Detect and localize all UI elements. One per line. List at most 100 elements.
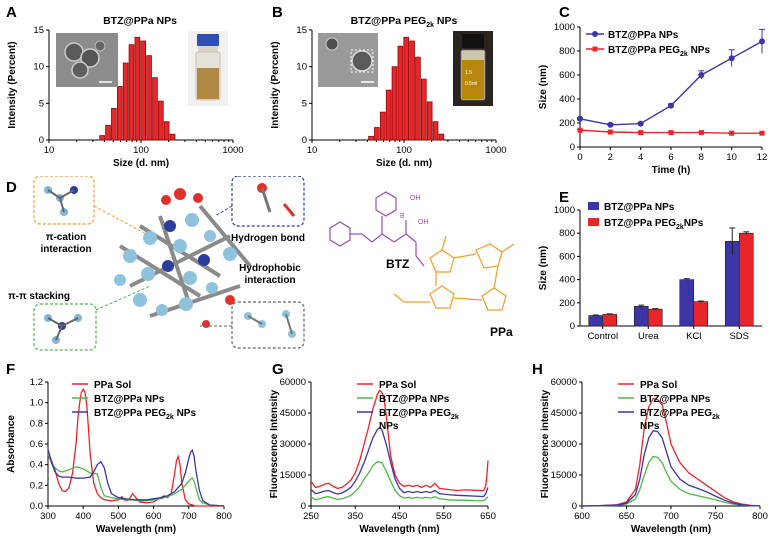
panel-c-x-tick-label: 12 <box>757 152 768 163</box>
data-point <box>607 121 614 128</box>
panel-label-g: G <box>272 361 284 378</box>
panel-h-x-tick-label: 800 <box>752 511 768 522</box>
panel-f-y-tick-label: 0.2 <box>30 480 43 491</box>
bar-control <box>602 314 618 327</box>
panel-b-y-tick-label: 0 <box>302 135 307 146</box>
histogram-bar <box>128 44 135 141</box>
histogram-bar <box>146 55 152 141</box>
vial-mark-2: 0.5ml <box>465 81 477 87</box>
panel-f: F 0.0 0.2 0.4 0.6 0.8 1.0 1.2 300 400 500 600 700 80… <box>6 361 232 535</box>
panel-h-y-tick-label: 45000 <box>551 408 577 419</box>
panel-b-title: BTZ@PPa PEG2k NPs <box>351 15 458 29</box>
panel-g-y-label: Fluorescence Intensity <box>269 389 280 498</box>
panel-label-e: E <box>559 189 569 206</box>
spectrum-line-2 <box>310 460 489 502</box>
legend-c-1: BTZ@PPa NPs <box>608 30 679 41</box>
panel-g-x-tick-label: 450 <box>392 511 408 522</box>
panel-g: G 0 15000 30000 45000 60000 250 350 450 550 650 Wa… <box>269 361 496 535</box>
histogram-bar <box>134 36 141 141</box>
histogram-bar <box>397 45 404 141</box>
histogram-bar <box>116 86 123 141</box>
panel-g-y-tick-label: 0 <box>301 501 306 512</box>
panel-h-x-tick-label: 700 <box>663 511 679 522</box>
panel-f-x-tick-label: 300 <box>40 511 56 522</box>
panel-g-x-tick-label: 550 <box>436 511 452 522</box>
panel-f-y-label: Absorbance <box>6 415 17 473</box>
panel-a-y-tick-label: 15 <box>33 25 44 36</box>
btz-oh-2: OH <box>418 219 429 226</box>
panel-f-legend: PPa Sol BTZ@PPa NPs BTZ@PPa PEG2k NPs <box>72 380 196 421</box>
panel-b-y-tick-label: 15 <box>296 25 307 36</box>
histogram-bar <box>438 133 445 141</box>
panel-g-y-tick-label: 45000 <box>280 408 306 419</box>
panel-a-x-tick-label: 10 <box>44 145 55 156</box>
data-point <box>577 115 583 122</box>
legend-g-2: BTZ@PPa NPs <box>379 394 450 405</box>
bar-control <box>588 315 604 327</box>
data-point <box>577 127 583 133</box>
pi-pi-box <box>33 285 151 351</box>
btz-structure <box>329 191 425 267</box>
bar-kcl <box>693 301 709 327</box>
histogram-bar <box>163 121 170 141</box>
hbond-box <box>214 176 305 227</box>
panel-c-x-tick-label: 8 <box>699 152 704 163</box>
panel-c-y-tick-label: 800 <box>559 46 575 57</box>
histogram-bar <box>152 77 158 141</box>
panel-e-legend: BTZ@PPa NPs BTZ@PPa PEG2kNPs <box>588 202 704 231</box>
panel-f-x-tick-label: 800 <box>216 511 232 522</box>
panel-e-plot <box>588 227 754 327</box>
panel-f-x-tick-label: 400 <box>75 511 91 522</box>
panel-h-y-tick-label: 60000 <box>551 377 577 388</box>
panel-h-y-label: Fluorescence intensity <box>540 389 551 498</box>
spectrum-line-2 <box>581 455 761 507</box>
panel-e-y-label: Size (nm) <box>538 246 549 290</box>
panel-d: D π-cation interaction π-π stacking Hydro… <box>6 176 515 351</box>
molecular-docking-model <box>114 188 252 328</box>
panel-e-y-tick-label: 0 <box>570 321 575 332</box>
panel-c: C 0 200 400 600 800 1000 0 2 4 6 8 10 12 Time (h) Size… <box>538 4 768 176</box>
panel-c-y-label: Size (nm) <box>538 65 549 109</box>
spectrum-line-3 <box>310 426 489 498</box>
vial-photo-a <box>188 31 228 106</box>
vial-photo-b: 1.5 0.5ml <box>453 31 493 106</box>
spectrum-line-3 <box>581 429 761 507</box>
legend-c-2: BTZ@PPa PEG2k NPs <box>608 45 710 58</box>
histogram-bar <box>140 40 147 141</box>
panel-b: B BTZ@PPa PEG2k NPs 0 5 10 15 10 100 1000 Size … <box>270 4 507 169</box>
panel-h-plot <box>581 397 761 507</box>
panel-e-y-tick-label: 600 <box>559 251 575 262</box>
panel-f-axes: 0.0 0.2 0.4 0.6 0.8 1.0 1.2 300 400 500 600 700 800 W… <box>6 377 232 535</box>
histogram-bar <box>432 121 439 141</box>
panel-label-b: B <box>272 4 283 21</box>
histogram-bar <box>368 135 374 141</box>
panel-label-d: D <box>6 179 17 196</box>
data-point <box>759 38 765 45</box>
legend-e-1: BTZ@PPa NPs <box>604 202 675 213</box>
histogram-bar <box>158 100 164 141</box>
panel-h-x-tick-label: 600 <box>574 511 590 522</box>
spectrum-line-1 <box>310 389 489 492</box>
panel-h-y-tick-label: 0 <box>572 501 577 512</box>
panel-f-y-tick-label: 0.0 <box>30 501 43 512</box>
panel-b-y-tick-label: 5 <box>302 98 307 109</box>
panel-a: A BTZ@PPa NPs 0 5 10 15 10 100 1000 Size (d. nm… <box>6 4 244 169</box>
legend-f-1: PPa Sol <box>94 380 131 391</box>
vial-mark-1: 1.5 <box>465 70 472 76</box>
histogram-bar <box>379 111 386 141</box>
panel-f-y-tick-label: 0.6 <box>30 439 43 450</box>
histogram-bar <box>122 62 129 141</box>
tem-inset-a <box>56 33 118 87</box>
panel-e-y-tick-label: 800 <box>559 228 575 239</box>
histogram-bar <box>111 108 117 141</box>
panel-b-x-tick-label: 10 <box>307 145 318 156</box>
spectrum-line-1 <box>581 397 761 507</box>
panel-f-x-tick-label: 700 <box>181 511 197 522</box>
histogram-bar <box>391 66 398 141</box>
histogram-bar <box>415 56 421 141</box>
legend-g-3b: NPs <box>379 421 399 432</box>
panel-a-title: BTZ@PPa NPs <box>103 15 177 27</box>
panel-f-x-label: Wavelength (nm) <box>96 524 176 535</box>
panel-f-y-tick-label: 1.2 <box>30 377 43 388</box>
panel-c-x-tick-label: 0 <box>577 152 582 163</box>
